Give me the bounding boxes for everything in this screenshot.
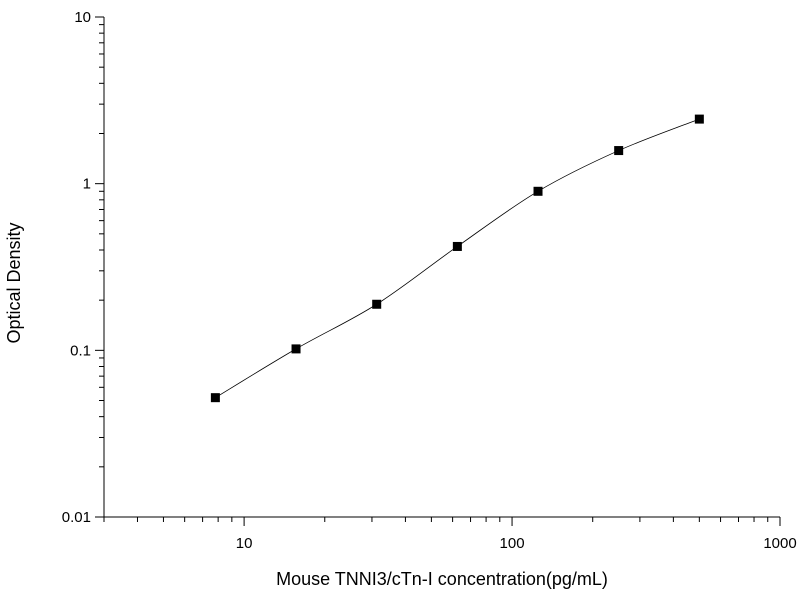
x-tick-label: 100 (500, 535, 525, 552)
data-point (614, 146, 624, 156)
y-tick-label: 10 (74, 9, 91, 26)
y-tick-label: 0.01 (62, 509, 91, 526)
y-tick-label: 1 (83, 176, 91, 193)
x-tick-label: 10 (236, 535, 253, 552)
y-axis-label: Optical Density (4, 222, 24, 343)
x-axis-label: Mouse TNNI3/cTn-I concentration(pg/mL) (276, 569, 608, 589)
data-points (210, 114, 704, 403)
x-tick-label: 1000 (763, 535, 796, 552)
ticks: 10 100 1000 0.01 0.1 1 10 (62, 9, 797, 552)
data-point (694, 114, 704, 124)
y-tick-label: 0.1 (70, 342, 91, 359)
data-point (533, 186, 543, 196)
axes (103, 17, 780, 518)
data-point (291, 344, 301, 354)
data-point (210, 393, 220, 403)
data-point (372, 299, 382, 309)
data-point (452, 241, 462, 251)
fit-curve (215, 118, 700, 399)
